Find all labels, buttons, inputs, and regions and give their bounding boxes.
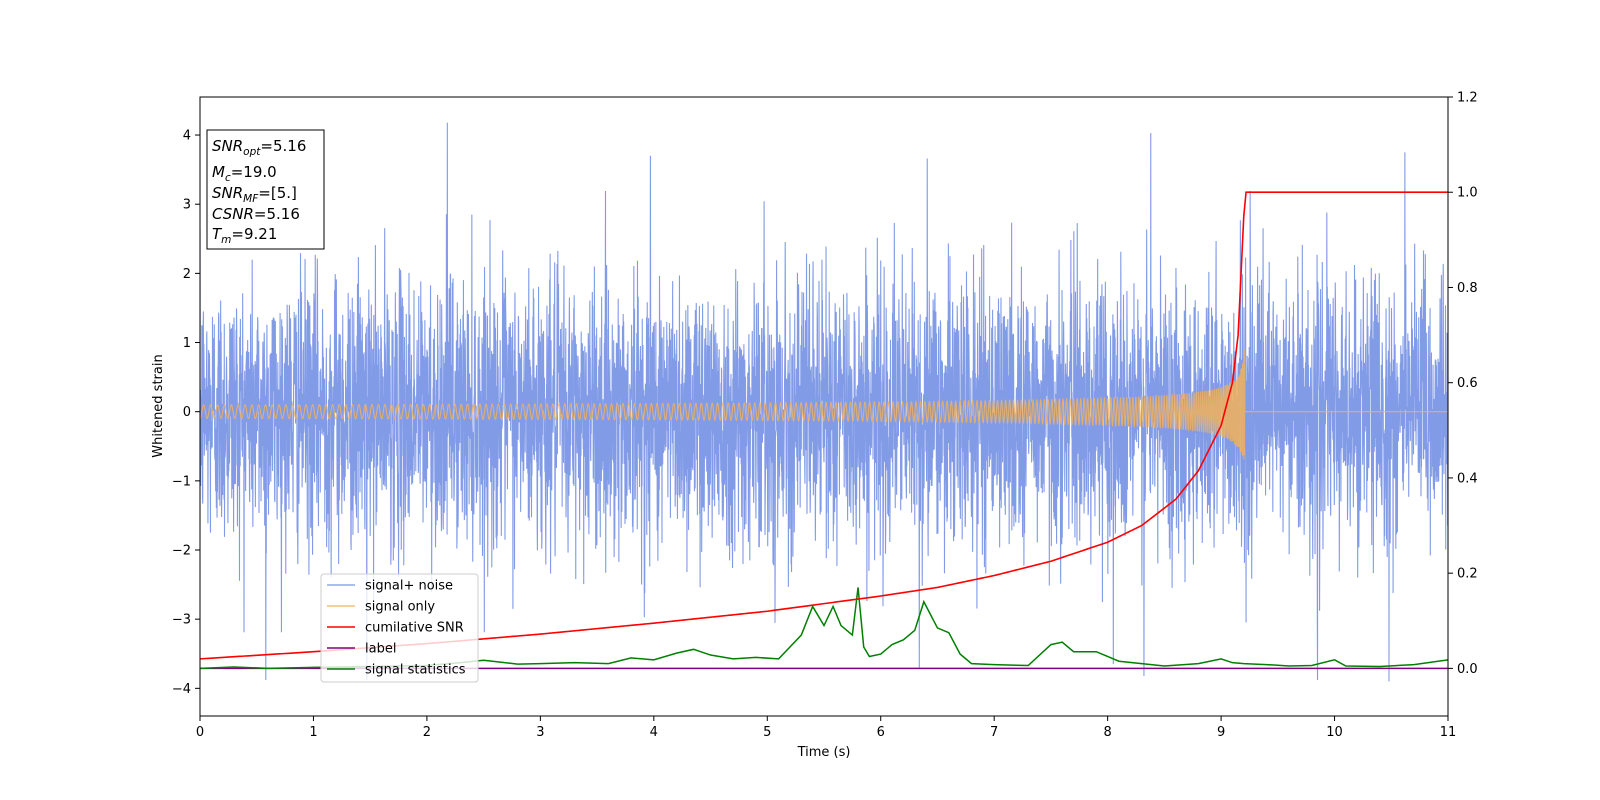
series-signal-statistics (200, 587, 1448, 670)
legend-entry: label (365, 642, 396, 657)
legend-entry: signal only (365, 600, 435, 615)
y-tick-label: 3 (183, 198, 191, 213)
signal-only-line (200, 349, 1448, 460)
x-axis: 0 1 2 3 4 5 6 7 8 9 10 11 (196, 716, 1456, 740)
y2-tick-label: 0.4 (1457, 471, 1478, 486)
legend: signal+ noise signal only cumilative SNR la… (320, 573, 479, 683)
info-annotation: SNRopt=5.16 (212, 137, 306, 158)
x-tick-label: 1 (309, 725, 317, 740)
y-tick-label: −4 (172, 682, 191, 697)
y-tick-label: −1 (172, 474, 191, 489)
series-signal-only (200, 349, 1448, 460)
info-box-frame (206, 129, 325, 250)
x-tick-label: 9 (1217, 725, 1225, 740)
y-tick-label: 1 (183, 336, 191, 351)
x-tick-label: 7 (990, 725, 998, 740)
x-tick-label: 10 (1326, 725, 1343, 740)
y2-tick-label: 0.0 (1457, 662, 1478, 677)
x-tick-label: 3 (536, 725, 544, 740)
y-axis-label: Whitened strain (151, 354, 166, 457)
y-tick-label: 0 (183, 405, 191, 420)
plot-frame (199, 96, 1449, 717)
info-annotation: Tm=9.21 (212, 225, 277, 246)
y2-tick-label: 1.0 (1457, 186, 1478, 201)
legend-entry: signal statistics (365, 663, 466, 678)
y-tick-label: −2 (172, 544, 191, 559)
legend-entry: signal+ noise (365, 579, 453, 594)
info-annotation: Mc=19.0 (212, 163, 277, 184)
info-annotation: SNRMF=[5.] (212, 184, 297, 205)
x-tick-label: 2 (423, 725, 431, 740)
x-axis-label: Time (s) (797, 745, 851, 760)
y2-tick-label: 0.6 (1457, 376, 1478, 391)
x-tick-label: 5 (763, 725, 771, 740)
x-tick-label: 11 (1440, 725, 1457, 740)
legend-frame (320, 573, 479, 683)
y-tick-label: −3 (172, 613, 191, 628)
y-tick-label: 2 (183, 267, 191, 282)
info-annotation: CSNR=5.16 (212, 205, 300, 223)
signal-noise-line (200, 122, 1448, 682)
x-tick-label: 6 (877, 725, 885, 740)
x-tick-label: 4 (650, 725, 658, 740)
y2-tick-label: 1.2 (1457, 91, 1478, 106)
y2-tick-label: 0.2 (1457, 567, 1478, 582)
x-tick-label: 0 (196, 725, 204, 740)
y-axis-left: −4 −3 −2 −1 0 1 2 3 4 (172, 129, 200, 697)
y-tick-label: 4 (183, 129, 191, 144)
y-axis-right: 0.0 0.2 0.4 0.6 0.8 1.0 1.2 (1448, 91, 1478, 677)
signal-statistics-line (200, 587, 1448, 670)
legend-entry: cumilative SNR (365, 621, 464, 636)
y2-tick-label: 0.8 (1457, 281, 1478, 296)
x-tick-label: 8 (1103, 725, 1111, 740)
series-signal-noise (200, 122, 1448, 682)
